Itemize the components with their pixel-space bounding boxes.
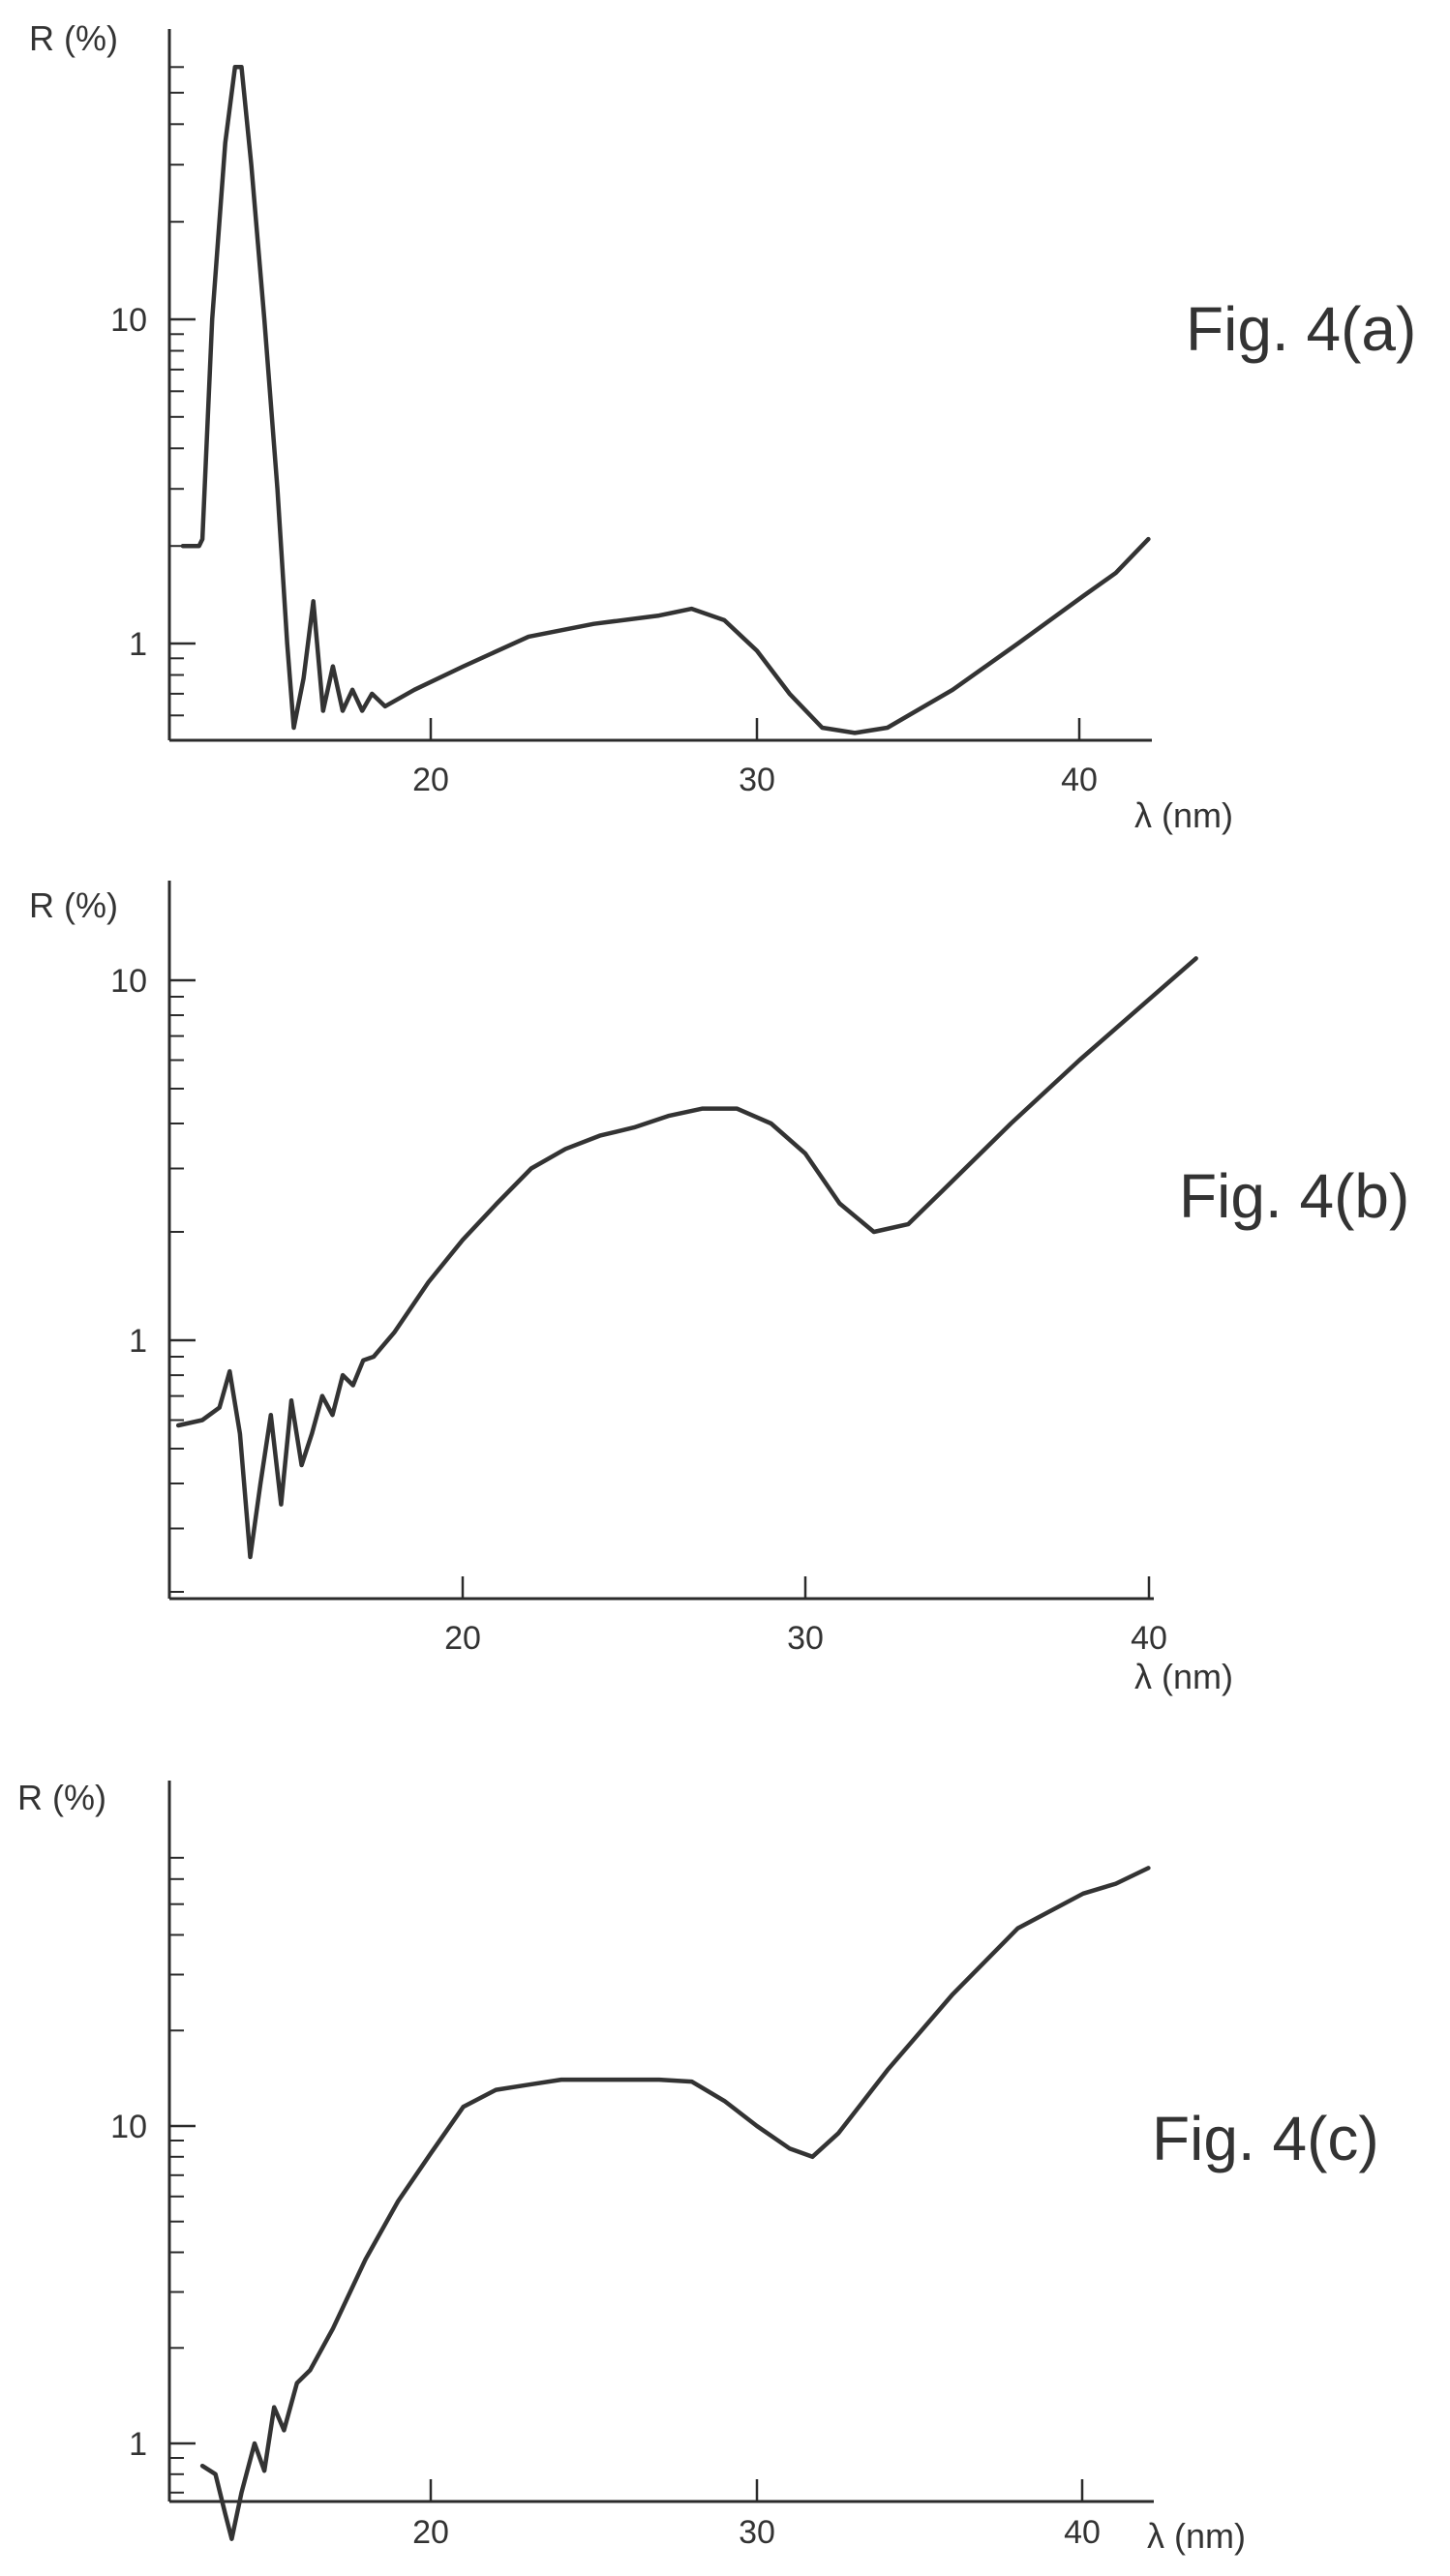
x-tick-label-40: 40 <box>1061 762 1098 798</box>
x-axis-label: λ (nm) <box>1134 1657 1233 1696</box>
y-axis-label: R (%) <box>29 885 118 925</box>
series-line <box>199 1866 1151 2541</box>
y-major-ticks <box>169 978 196 1342</box>
x-ticks <box>461 1576 1151 1599</box>
x-ticks <box>429 718 1081 740</box>
y-major-ticks <box>169 2124 196 2445</box>
series-line <box>180 65 1151 735</box>
y-tick-label-10: 10 <box>110 2109 147 2145</box>
x-tick-label-20: 20 <box>412 2514 449 2551</box>
x-tick-label-30: 30 <box>739 2514 775 2551</box>
series-line <box>175 956 1198 1560</box>
y-major-ticks <box>169 317 196 645</box>
x-axis-label: λ (nm) <box>1134 795 1233 835</box>
y-minor-ticks <box>169 1856 184 2494</box>
x-tick-label-40: 40 <box>1131 1620 1167 1657</box>
figure-label: Fig. 4(a) <box>1186 294 1416 364</box>
y-axis-label: R (%) <box>29 18 118 58</box>
chart-panel-c: 10 1 20 30 40 R (%) λ (nm) Fig. 4(c) <box>17 1778 1379 2556</box>
figure-label: Fig. 4(b) <box>1179 1161 1409 1231</box>
x-axis-label: λ (nm) <box>1147 2516 1246 2556</box>
x-tick-label-20: 20 <box>412 762 449 798</box>
x-tick-label-20: 20 <box>444 1620 481 1657</box>
y-tick-label-1: 1 <box>129 1323 147 1360</box>
y-tick-label-1: 1 <box>129 626 147 663</box>
x-tick-label-40: 40 <box>1064 2514 1101 2551</box>
y-axis-label: R (%) <box>17 1778 106 1817</box>
x-tick-label-30: 30 <box>739 762 775 798</box>
x-tick-label-30: 30 <box>787 1620 824 1657</box>
chart-panel-a: 10 1 20 30 40 R (%) λ (nm) Fig. 4(a) <box>29 18 1416 835</box>
chart-panel-b: 10 1 20 30 40 R (%) λ (nm) Fig. 4(b) <box>29 881 1409 1696</box>
y-tick-label-1: 1 <box>129 2426 147 2463</box>
y-tick-label-10: 10 <box>110 963 147 1000</box>
x-ticks <box>429 2479 1084 2501</box>
y-minor-ticks <box>169 66 184 717</box>
figure-label: Fig. 4(c) <box>1152 2104 1379 2173</box>
y-tick-label-10: 10 <box>110 302 147 339</box>
y-minor-ticks <box>169 996 184 1593</box>
